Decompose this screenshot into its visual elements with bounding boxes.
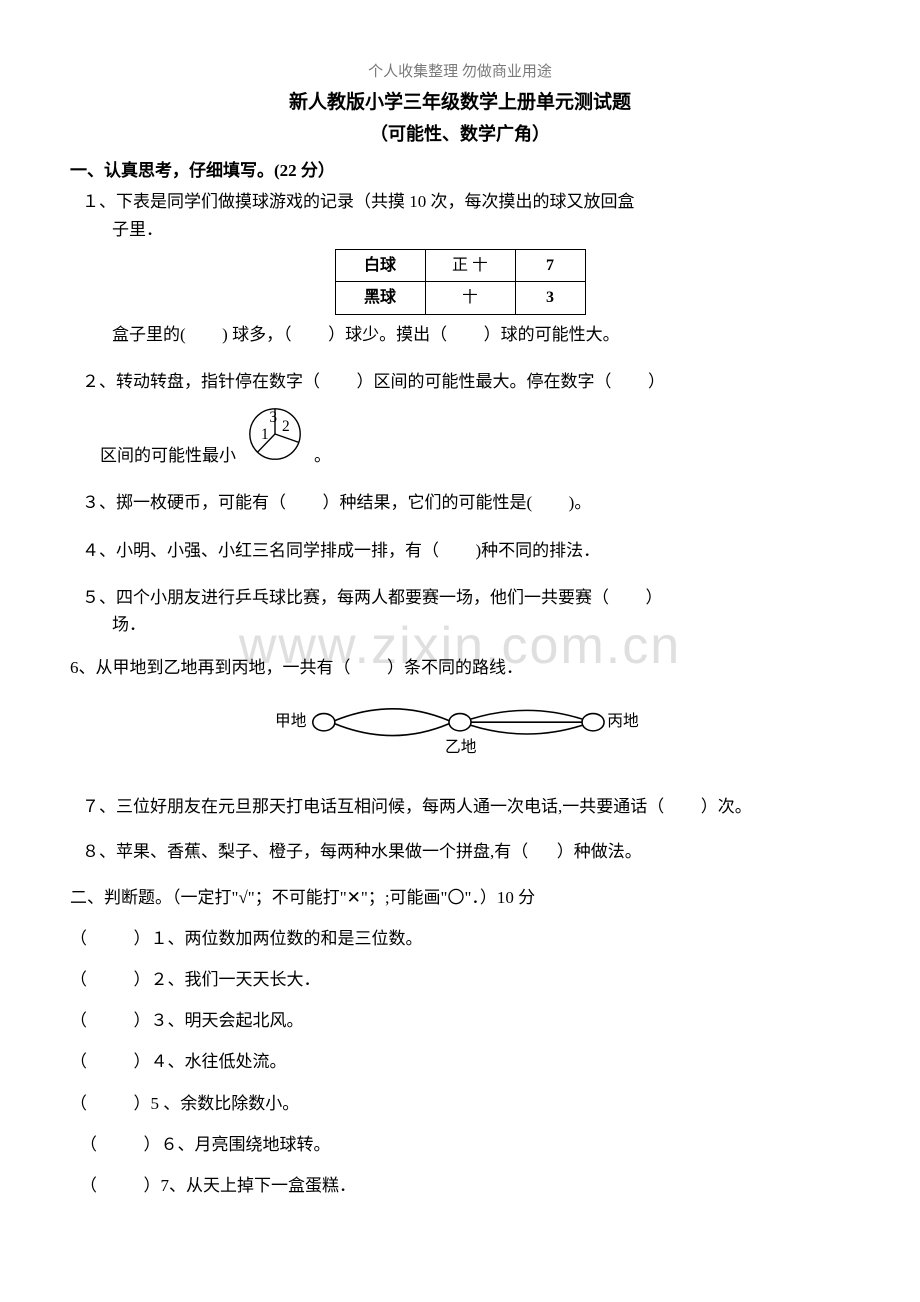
routes-diagram-wrap: 甲地 丙地 乙地	[70, 689, 850, 779]
text: ２、转动转盘，指针停在数字（	[82, 372, 320, 391]
judgment-2: （ ）２、我们一天天长大．	[70, 966, 850, 993]
q2-spinner-row: 区间的可能性最小 3 2 1 。	[100, 399, 850, 469]
paren: （	[80, 1135, 97, 1154]
table-row: 白球 正 〸 7	[335, 249, 585, 282]
doc-subtitle: （可能性、数学广角）	[70, 120, 850, 149]
q2-period: 。	[314, 442, 331, 469]
spinner-label-1: 1	[261, 426, 269, 443]
judgment-1: （ ）１、两位数加两位数的和是三位数。	[70, 925, 850, 952]
text: )种不同的排法．	[476, 541, 601, 560]
paren: （	[70, 1052, 87, 1071]
text: ）１、两位数加两位数的和是三位数。	[134, 929, 423, 948]
spinner-label-3: 3	[269, 409, 277, 426]
cell-label: 白球	[335, 249, 425, 282]
text: )。	[569, 493, 592, 512]
routes-diagram: 甲地 丙地 乙地	[275, 689, 645, 779]
question-2: ２、转动转盘，指针停在数字（ ）区间的可能性最大。停在数字（ ） 区间的可能性最…	[70, 368, 850, 469]
cell-tally: 〸	[425, 282, 515, 315]
doc-title: 新人教版小学三年级数学上册单元测试题	[70, 88, 850, 118]
q1-table: 白球 正 〸 7 黑球 〸 3	[335, 249, 586, 315]
text: ）7、从天上掉下一盒蛋糕．	[144, 1176, 357, 1195]
text: ４、小明、小强、小红三名同学排成一排，有（	[82, 541, 439, 560]
cell-count: 3	[515, 282, 585, 315]
text: 6、从甲地到乙地再到丙地，一共有（	[70, 658, 351, 677]
question-6: 6、从甲地到乙地再到丙地，一共有（ ）条不同的路线． 甲地 丙地 乙地	[70, 654, 850, 779]
q2-line1: ２、转动转盘，指针停在数字（ ）区间的可能性最大。停在数字（ ）	[82, 368, 850, 395]
paren: （	[70, 1094, 87, 1113]
text: ）种结果，它们的可能性是(	[323, 493, 533, 512]
text: ）球少。摸出（	[328, 325, 447, 344]
text: ）条不同的路线．	[387, 658, 523, 677]
text: ５、四个小朋友进行乒乓球比赛，每两人都要赛一场，他们一共要赛（	[82, 588, 609, 607]
question-4: ４、小明、小强、小红三名同学排成一排，有（ )种不同的排法．	[82, 537, 850, 564]
judgment-3: （ ）３、明天会起北风。	[70, 1007, 850, 1034]
spinner-diagram: 3 2 1	[240, 399, 310, 469]
text: ）２、我们一天天长大．	[134, 970, 321, 989]
question-5: ５、四个小朋友进行乒乓球比赛，每两人都要赛一场，他们一共要赛（ ） 场．	[70, 584, 850, 638]
document-content: 个人收集整理 勿做商业用途 新人教版小学三年级数学上册单元测试题 （可能性、数学…	[70, 60, 850, 1199]
q5-cont: 场．	[112, 611, 850, 638]
text: ３、掷一枚硬币，可能有（	[82, 493, 286, 512]
text: ) 球多，（	[222, 325, 291, 344]
label-jia: 甲地	[275, 712, 307, 730]
judgment-5: （ ）5 、余数比除数小。	[70, 1090, 850, 1117]
label-yi: 乙地	[445, 738, 477, 756]
question-1: １、下表是同学们做摸球游戏的记录（共摸 10 次，每次摸出的球又放回盒 子里． …	[70, 188, 850, 348]
paren: （	[70, 929, 87, 948]
q1-line1: １、下表是同学们做摸球游戏的记录（共摸 10 次，每次摸出的球又放回盒	[82, 188, 850, 215]
text: ７、三位好朋友在元旦那天打电话互相问候，每两人通一次电话,一共要通话（	[82, 797, 664, 816]
judgment-6: （ ）６、月亮围绕地球转。	[80, 1131, 850, 1158]
section1-heading: 一、认真思考，仔细填写。(22 分）	[70, 157, 850, 184]
text: 盒子里的(	[112, 325, 186, 344]
label-bing: 丙地	[607, 712, 639, 730]
text: ）３、明天会起北风。	[134, 1011, 304, 1030]
q2-line2: 区间的可能性最小	[100, 442, 236, 469]
paren: （	[70, 1011, 87, 1030]
judgment-4: （ ）４、水往低处流。	[70, 1048, 850, 1075]
question-7: ７、三位好朋友在元旦那天打电话互相问候，每两人通一次电话,一共要通话（ ）次。	[82, 793, 850, 820]
text: ）球的可能性大。	[484, 325, 620, 344]
text: ）	[648, 372, 665, 391]
text: ）区间的可能性最大。停在数字（	[357, 372, 612, 391]
section2-heading: 二、判断题。（一定打"√"；不可能打"✕"；;可能画"〇"．）10 分	[70, 884, 850, 911]
question-3: ３、掷一枚硬币，可能有（ ）种结果，它们的可能性是( )。	[82, 489, 850, 516]
text: ）６、月亮围绕地球转。	[144, 1135, 331, 1154]
question-8: ８、苹果、香蕉、梨子、橙子，每两种水果做一个拼盘,有（ ）种做法。	[82, 838, 850, 865]
text: ８、苹果、香蕉、梨子、橙子，每两种水果做一个拼盘,有（	[82, 842, 528, 861]
paren: （	[70, 970, 87, 989]
q1-table-wrap: 白球 正 〸 7 黑球 〸 3	[70, 249, 850, 315]
table-row: 黑球 〸 3	[335, 282, 585, 315]
text: ）次。	[701, 797, 752, 816]
text: ）种做法。	[557, 842, 642, 861]
text: ）４、水往低处流。	[134, 1052, 287, 1071]
judgment-7: （ ）7、从天上掉下一盒蛋糕．	[80, 1172, 850, 1199]
text: ）	[646, 588, 663, 607]
paren: （	[80, 1176, 97, 1195]
spinner-label-2: 2	[282, 419, 290, 436]
text: ）5 、余数比除数小。	[134, 1094, 300, 1113]
cell-count: 7	[515, 249, 585, 282]
q1-line1-cont: 子里．	[112, 216, 850, 243]
header-note: 个人收集整理 勿做商业用途	[70, 60, 850, 84]
cell-tally: 正 〸	[425, 249, 515, 282]
cell-label: 黑球	[335, 282, 425, 315]
q1-line2: 盒子里的( ) 球多，（ ）球少。摸出（ ）球的可能性大。	[112, 321, 850, 348]
